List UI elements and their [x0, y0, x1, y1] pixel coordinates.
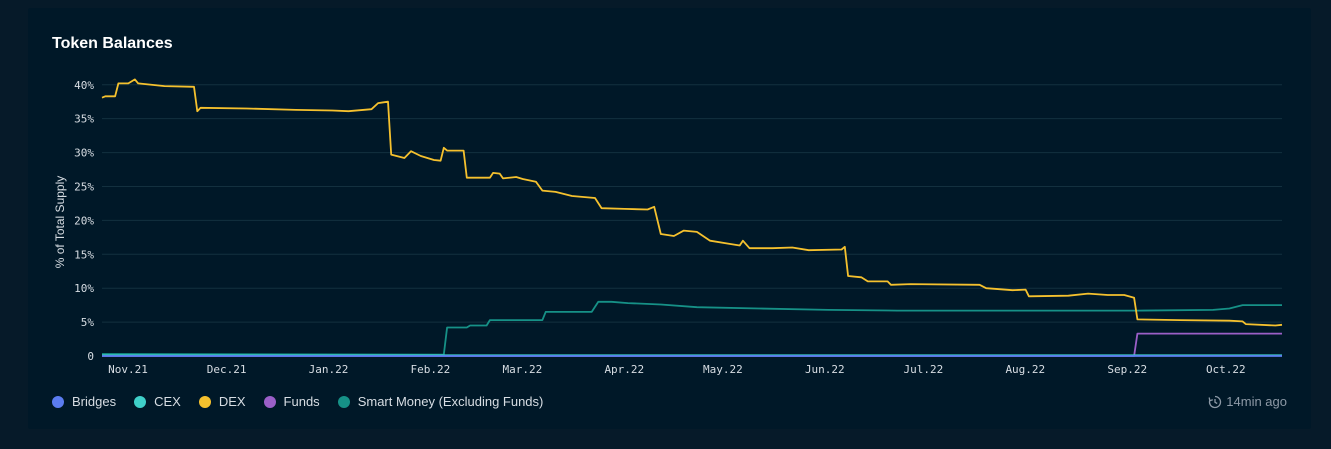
legend-item[interactable]: Bridges: [52, 394, 116, 409]
legend-item[interactable]: DEX: [198, 394, 246, 409]
y-tick-label: 25%: [74, 180, 94, 193]
x-tick-label: Nov.21: [108, 363, 148, 376]
x-tick-label: Dec.21: [207, 363, 247, 376]
y-tick-label: 30%: [74, 147, 94, 160]
series-line-dex: [101, 78, 1283, 327]
x-tick-label: Aug.22: [1005, 363, 1045, 376]
legend-item[interactable]: Funds: [263, 394, 320, 409]
legend-dot: [198, 395, 211, 408]
y-tick-label: 20%: [74, 214, 94, 227]
legend-label: Bridges: [72, 394, 117, 409]
x-tick-label: Oct.22: [1206, 363, 1246, 376]
refresh-clock-icon: [1208, 395, 1222, 408]
x-tick-label: Mar.22: [503, 363, 543, 376]
legend-label: CEX: [154, 394, 181, 409]
x-tick-label: Jul.22: [904, 363, 944, 376]
x-tick-label: Apr.22: [604, 363, 644, 376]
chart-title: Token Balances: [52, 35, 173, 52]
y-tick-label: 10%: [74, 282, 94, 295]
x-tick-label: Jan.22: [309, 363, 349, 376]
series-line-funds: [102, 332, 1282, 357]
y-tick-label: 5%: [81, 316, 95, 329]
legend: Bridges CEX DEX Funds Smart Money (Excluding…: [52, 394, 561, 409]
legend-label: Funds: [283, 394, 320, 409]
chart-card: Token Balances 0 5% 10% 15% 20% 25% 30% 35% 40% …: [28, 8, 1311, 429]
legend-dot: [263, 395, 276, 408]
y-tick-label: 40%: [74, 79, 94, 92]
legend-item[interactable]: Smart Money (Excluding Funds): [337, 394, 544, 409]
legend-dot: [134, 395, 147, 408]
y-axis-label: % of Total Supply: [53, 176, 67, 269]
grid: [102, 84, 1282, 357]
legend-item[interactable]: CEX: [134, 394, 181, 409]
y-tick-label: 15%: [74, 248, 94, 261]
x-tick-label: Sep.22: [1107, 363, 1147, 376]
legend-dot: [337, 395, 350, 408]
x-tick-label: Feb.22: [411, 363, 451, 376]
y-axis-ticks: 0 5% 10% 15% 20% 25% 30% 35% 40%: [74, 79, 94, 363]
legend-label: Smart Money (Excluding Funds): [357, 394, 544, 409]
last-updated: 14min ago: [1208, 394, 1287, 409]
series-lines: [101, 78, 1283, 357]
x-tick-label: Jun.22: [805, 363, 845, 376]
y-tick-label: 35%: [74, 113, 94, 126]
series-line-smart-money-excluding-funds: [101, 300, 1282, 356]
legend-dot: [52, 395, 64, 408]
legend-label: DEX: [218, 394, 246, 409]
x-tick-label: May.22: [703, 363, 743, 376]
last-updated-label: 14min ago: [1226, 394, 1287, 409]
line-chart: 0 5% 10% 15% 20% 25% 30% 35% 40% Nov.21 Dec.21 Jan…: [53, 78, 1283, 376]
x-axis-ticks: Nov.21 Dec.21 Jan.22 Feb.22 Mar.22 Apr.22 May.…: [108, 363, 1246, 376]
y-tick-label: 0: [87, 350, 94, 363]
